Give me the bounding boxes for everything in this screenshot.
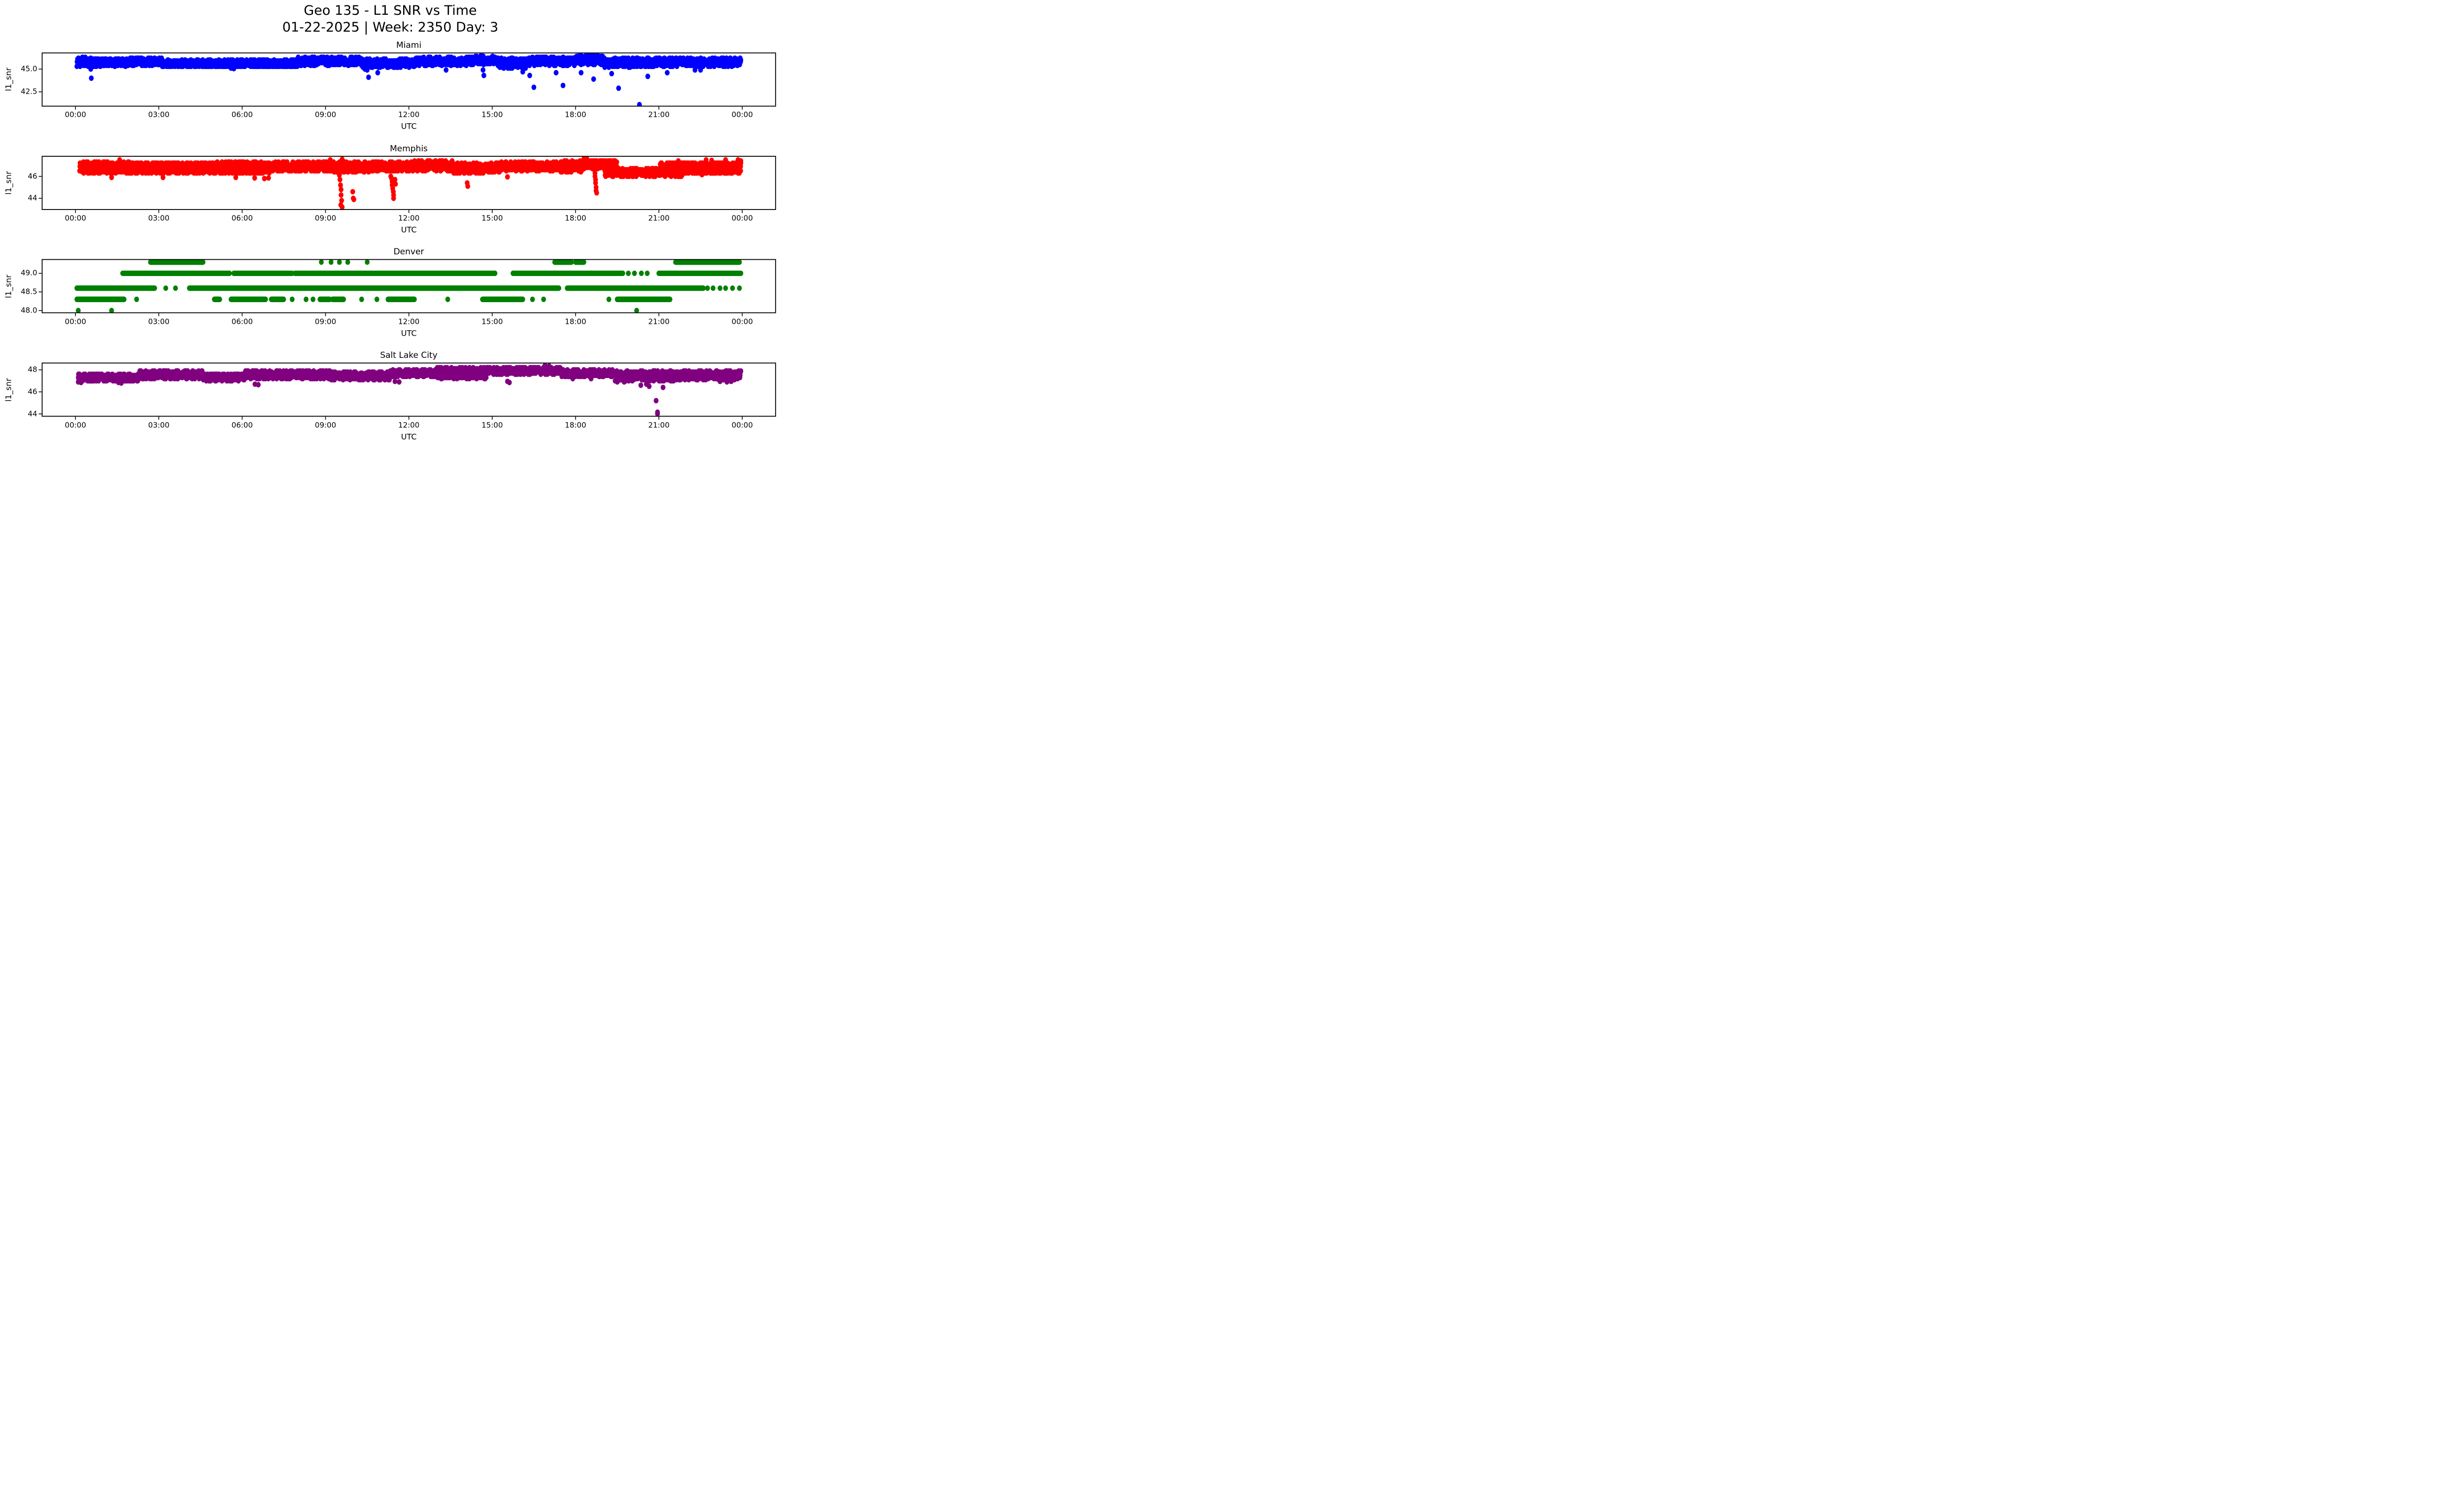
x-tick-label: 06:00 [231,317,253,326]
y-tick-label: 48 [28,365,37,374]
subplot-title-salt-lake-city: Salt Lake City [380,350,438,360]
x-tick-label: 18:00 [565,420,586,429]
x-tick-label: 15:00 [481,420,503,429]
y-tick-label: 49.0 [21,268,37,278]
x-tick-label: 15:00 [481,317,503,326]
x-tick-label: 18:00 [565,110,586,119]
x-tick-label: 03:00 [148,317,170,326]
y-tick-label: 44 [28,193,37,203]
x-tick-label: 15:00 [481,213,503,223]
subplot-title-memphis: Memphis [390,144,428,154]
y-tick-label: 48.5 [21,287,37,296]
x-tick-label: 00:00 [731,420,753,429]
x-tick-label: 03:00 [148,110,170,119]
subplot-title-denver: Denver [393,247,424,257]
x-tick-label: 18:00 [565,213,586,223]
snr-figure: Geo 135 - L1 SNR vs Time 01-22-2025 | We… [0,0,781,449]
x-tick-label: 12:00 [398,420,420,429]
x-tick-label: 21:00 [648,213,670,223]
x-axis-label: UTC [401,225,417,235]
x-tick-label: 15:00 [481,110,503,119]
x-tick-label: 00:00 [65,110,86,119]
x-tick-label: 21:00 [648,420,670,429]
x-tick-label: 09:00 [314,420,337,429]
x-tick-label: 12:00 [398,110,420,119]
y-axis-label: l1_snr [3,274,13,298]
x-tick-label: 00:00 [65,317,86,326]
x-tick-label: 06:00 [231,420,253,429]
x-tick-label: 09:00 [314,213,337,223]
y-tick-label: 48.0 [21,306,37,315]
x-tick-label: 00:00 [731,213,753,223]
x-tick-label: 03:00 [148,420,170,429]
y-axis-label: l1_snr [3,171,13,195]
x-axis-label: UTC [401,121,417,131]
x-tick-label: 21:00 [648,317,670,326]
x-tick-label: 09:00 [314,317,337,326]
x-tick-label: 00:00 [65,420,86,429]
y-tick-label: 44 [28,409,37,418]
y-tick-label: 46 [28,172,37,181]
x-tick-label: 09:00 [314,110,337,119]
y-tick-label: 45.0 [21,64,37,73]
x-tick-label: 06:00 [231,110,253,119]
x-tick-label: 00:00 [65,213,86,223]
x-tick-label: 12:00 [398,213,420,223]
x-tick-label: 18:00 [565,317,586,326]
x-tick-label: 00:00 [731,317,753,326]
x-axis-label: UTC [401,432,417,441]
subplot-title-miami: Miami [396,40,422,50]
y-tick-label: 46 [28,387,37,396]
snr-chart-canvas [0,0,781,449]
x-tick-label: 00:00 [731,110,753,119]
y-axis-label: l1_snr [3,378,13,402]
y-axis-label: l1_snr [3,68,13,92]
y-tick-label: 42.5 [21,87,37,96]
x-tick-label: 12:00 [398,317,420,326]
x-tick-label: 06:00 [231,213,253,223]
x-axis-label: UTC [401,328,417,338]
figure-subtitle: 01-22-2025 | Week: 2350 Day: 3 [282,20,499,35]
x-tick-label: 03:00 [148,213,170,223]
x-tick-label: 21:00 [648,110,670,119]
figure-title: Geo 135 - L1 SNR vs Time [304,3,477,18]
